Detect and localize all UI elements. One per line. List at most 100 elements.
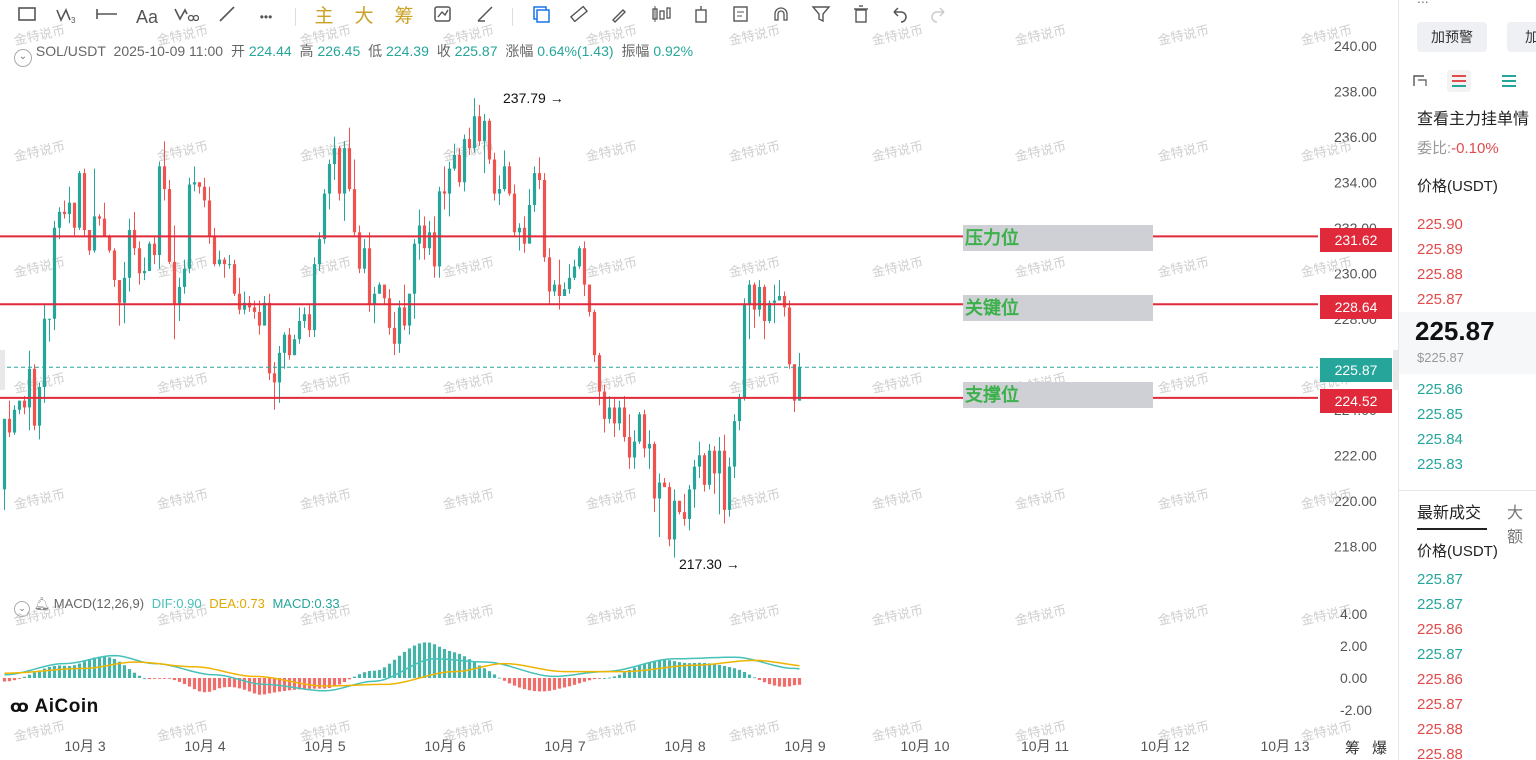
- candle-body: [27, 368, 32, 408]
- price-chart[interactable]: 240.00238.00236.00234.00232.00230.00228.…: [0, 0, 1398, 760]
- measure-icon[interactable]: [472, 4, 498, 30]
- candle-body: [532, 173, 537, 205]
- watermark-text: 金特说币: [871, 254, 925, 280]
- watermark-text: 金特说币: [1014, 602, 1068, 628]
- trash-icon[interactable]: [848, 4, 874, 30]
- tab-latest-trades[interactable]: 最新成交: [1417, 505, 1482, 522]
- candle-body: [262, 302, 267, 326]
- candle-body: [77, 173, 82, 228]
- note-icon[interactable]: [728, 4, 754, 30]
- bar-chart-icon[interactable]: [688, 4, 714, 30]
- large-order-button[interactable]: 大: [354, 6, 374, 27]
- ruler-icon[interactable]: [566, 4, 592, 30]
- price-axis-tick: 234.00: [1334, 174, 1377, 190]
- candle-body: [22, 400, 27, 408]
- collapse-icon[interactable]: ⌄: [14, 49, 32, 67]
- filter-icon[interactable]: [808, 4, 834, 30]
- candle-body: [332, 148, 337, 165]
- candle-body: [237, 293, 242, 310]
- liquidation-shortcut[interactable]: 爆: [1372, 740, 1388, 757]
- macd-histogram-bar: [17, 678, 22, 679]
- trend-line-icon[interactable]: [214, 4, 240, 30]
- time-axis-tick: 10月 3: [64, 738, 105, 754]
- ask-row[interactable]: 225.88: [1417, 266, 1463, 283]
- macd-histogram-bar: [342, 678, 347, 683]
- macd-label: MACD(12,26,9): [53, 596, 145, 611]
- open-label: 开: [230, 43, 245, 59]
- candle-body: [592, 311, 597, 356]
- candle-body: [777, 296, 782, 301]
- chip-shortcut[interactable]: 筹: [1345, 740, 1361, 757]
- candle-body: [582, 248, 587, 285]
- bid-row[interactable]: 225.83: [1417, 456, 1463, 473]
- rectangle-icon[interactable]: [14, 4, 40, 30]
- ask-row[interactable]: 225.90: [1417, 216, 1463, 233]
- candle-body: [322, 193, 327, 240]
- support-annotation[interactable]: 支撑位: [963, 382, 1153, 408]
- ask-row[interactable]: 225.87: [1417, 291, 1463, 308]
- watermark-text: 金特说币: [585, 370, 639, 396]
- candle-type-icon[interactable]: [648, 4, 674, 30]
- chip-distribution-button[interactable]: 筹: [394, 6, 414, 27]
- macd-histogram-bar: [417, 643, 422, 678]
- macd-histogram-bar: [222, 678, 227, 688]
- candle-body: [752, 284, 757, 310]
- candle-body: [512, 193, 517, 233]
- main-chart-button[interactable]: 主: [314, 6, 334, 27]
- resistance-annotation[interactable]: 压力位: [963, 225, 1153, 251]
- macd-histogram-bar: [177, 678, 182, 682]
- bid-row[interactable]: 225.84: [1417, 431, 1463, 448]
- candle-body: [117, 280, 122, 303]
- macd-histogram-bar: [367, 671, 372, 678]
- candle-body: [402, 307, 407, 326]
- add-button[interactable]: 加: [1507, 22, 1536, 52]
- layers-icon[interactable]: [528, 4, 554, 30]
- text-tool-icon[interactable]: Aa: [135, 7, 159, 27]
- macd-histogram-bar: [517, 678, 522, 688]
- indicator-icon[interactable]: [430, 4, 456, 30]
- orderbook-both-icon[interactable]: [1447, 70, 1471, 92]
- main-orders-title[interactable]: 查看主力挂单情: [1417, 111, 1530, 128]
- candle-body: [472, 116, 477, 149]
- open-value: 224.44: [248, 43, 292, 59]
- brush-icon[interactable]: [606, 4, 632, 30]
- candle-body: [317, 239, 322, 265]
- magnet-icon[interactable]: [768, 4, 794, 30]
- candle-body: [42, 318, 47, 387]
- bid-row[interactable]: 225.85: [1417, 406, 1463, 423]
- key-level-annotation[interactable]: 关键位: [963, 295, 1153, 321]
- candle-body: [677, 500, 682, 513]
- ask-row[interactable]: 225.89: [1417, 241, 1463, 258]
- candle-body: [427, 232, 432, 249]
- watermark-text: 金特说币: [13, 718, 67, 744]
- time-label: 2025-10-09 11:00: [113, 43, 224, 59]
- polyline-icon[interactable]: 3: [54, 4, 80, 30]
- high-marker: 237.79 →: [503, 90, 564, 106]
- macd-histogram-bar: [57, 665, 62, 678]
- macd-histogram-bar: [427, 642, 432, 678]
- candle-body: [212, 236, 217, 265]
- candle-body: [782, 296, 787, 308]
- redo-icon[interactable]: [926, 4, 952, 30]
- bid-row[interactable]: 225.86: [1417, 381, 1463, 398]
- watermark-text: 金特说币: [728, 718, 782, 744]
- orderbook-list-icon[interactable]: [1499, 72, 1519, 95]
- horizontal-line-icon[interactable]: [94, 4, 120, 30]
- candle-body: [557, 284, 562, 296]
- watermark-text: 金特说币: [585, 138, 639, 164]
- more-icon[interactable]: •••: [259, 10, 273, 24]
- macd-histogram-bar: [37, 670, 42, 678]
- candle-body: [122, 277, 127, 303]
- tab-large-trades[interactable]: 大额: [1507, 505, 1524, 546]
- collapse-icon[interactable]: ⌄: [14, 601, 30, 617]
- bell-icon[interactable]: 🔔︎: [33, 596, 51, 611]
- expand-icon[interactable]: [1411, 72, 1429, 95]
- undo-icon[interactable]: [886, 4, 912, 30]
- watermark-text: 金特说币: [585, 602, 639, 628]
- add-alert-button[interactable]: 加预警: [1417, 22, 1487, 52]
- change-value: 0.64%(1.43): [537, 43, 614, 59]
- candle-body: [567, 277, 572, 290]
- pattern-icon[interactable]: [172, 4, 200, 30]
- watermark-text: 金特说币: [156, 254, 210, 280]
- time-axis-tick: 10月 10: [900, 738, 949, 754]
